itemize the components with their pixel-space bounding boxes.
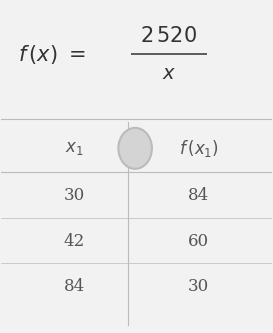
Text: 84: 84 — [64, 278, 85, 295]
Text: 30: 30 — [188, 278, 209, 295]
Text: $2\,520$: $2\,520$ — [140, 26, 197, 46]
Circle shape — [118, 128, 152, 169]
Text: 60: 60 — [188, 233, 209, 250]
Text: 84: 84 — [188, 187, 209, 204]
Text: 42: 42 — [64, 233, 85, 250]
Text: $f\,(x)\ =\ $: $f\,(x)\ =\ $ — [17, 43, 85, 66]
Text: $f\,(x_1)$: $f\,(x_1)$ — [179, 138, 219, 159]
Text: $x$: $x$ — [162, 65, 176, 83]
Text: $x_1$: $x_1$ — [65, 140, 84, 157]
Text: 30: 30 — [64, 187, 85, 204]
